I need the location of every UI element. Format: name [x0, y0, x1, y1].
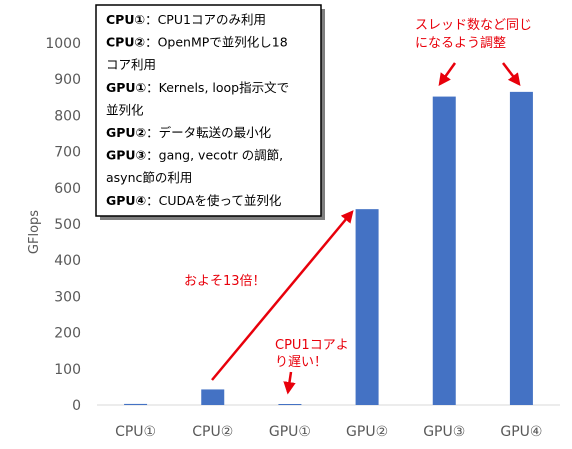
annotation-same-threads-arrow-left — [438, 62, 457, 87]
legend-text: ：CUDAを使って並列化 — [146, 193, 282, 208]
annotation-slower-arrow — [283, 371, 296, 395]
legend-text: ：gang, vecotr の調節, — [146, 148, 283, 163]
legend-line: CPU②：OpenMPで並列化し18 — [106, 35, 288, 50]
legend-line: コア利用 — [106, 57, 156, 72]
legend-box: CPU①：CPU1コアのみ利用CPU②：OpenMPで並列化し18コア利用GPU… — [95, 4, 325, 220]
legend-line: GPU①：Kernels, loop指示文で — [106, 80, 289, 95]
y-tick-label: 100 — [54, 362, 81, 378]
x-tick-label: GPU③ — [423, 424, 465, 440]
annotation-same-threads-arrow-right — [502, 62, 521, 86]
y-tick-label: 300 — [54, 289, 81, 305]
bar — [201, 389, 225, 405]
legend-lines: CPU①：CPU1コアのみ利用CPU②：OpenMPで並列化し18コア利用GPU… — [106, 12, 289, 208]
annotation-slower-line1: CPU1コアよ — [275, 338, 349, 353]
bar — [509, 91, 533, 406]
legend-line: 並列化 — [106, 102, 144, 117]
legend-text: async節の利用 — [106, 170, 192, 185]
legend-text: ：Kernels, loop指示文で — [146, 80, 289, 95]
bar — [355, 209, 379, 405]
x-tick-label: GPU④ — [500, 424, 542, 440]
y-axis-label: GFlops — [27, 210, 42, 254]
bar — [278, 404, 302, 405]
x-tick-label: CPU② — [192, 424, 233, 440]
legend-line: GPU②：データ転送の最小化 — [106, 125, 272, 140]
legend-line: GPU④：CUDAを使って並列化 — [106, 193, 282, 208]
annotation-same-threads-line1: スレッド数など同じ — [415, 18, 532, 33]
x-axis-ticks: CPU① CPU② GPU① GPU② GPU③ GPU④ — [115, 424, 542, 440]
legend-key: GPU① — [106, 80, 146, 95]
legend-key: GPU③ — [106, 148, 146, 163]
legend-text: ：OpenMPで並列化し18 — [145, 35, 288, 50]
x-tick-label: GPU② — [346, 424, 388, 440]
legend-key: GPU④ — [106, 193, 146, 208]
y-tick-label: 1000 — [45, 36, 81, 52]
y-tick-label: 0 — [72, 398, 81, 414]
x-tick-label: GPU① — [269, 424, 311, 440]
legend-text: ：CPU1コアのみ利用 — [145, 12, 266, 27]
annotation-speedup: およそ13倍！ — [184, 274, 266, 289]
legend-box-frame — [95, 4, 322, 217]
legend-line: async節の利用 — [106, 170, 192, 185]
legend-key: GPU② — [106, 125, 146, 140]
y-tick-label: 200 — [54, 326, 81, 342]
y-axis-ticks: 0 100 200 300 400 500 600 700 800 900 1000 — [45, 36, 81, 414]
annotation-speedup-arrow — [211, 210, 354, 381]
legend-line: GPU③：gang, vecotr の調節, — [106, 148, 283, 163]
x-tick-label: CPU① — [115, 424, 156, 440]
legend-text: ：データ転送の最小化 — [146, 125, 272, 140]
annotations: およそ13倍！ CPU1コアよ り遅い！ スレッド数など同じ になるよう調整 — [184, 18, 532, 395]
legend-key: CPU② — [106, 35, 145, 50]
bar — [124, 403, 148, 405]
annotation-same-threads-line2: になるよう調整 — [415, 36, 506, 51]
y-tick-label: 700 — [54, 145, 81, 161]
y-tick-label: 400 — [54, 253, 81, 269]
legend-line: CPU①：CPU1コアのみ利用 — [106, 12, 266, 27]
legend-text: 並列化 — [106, 102, 144, 117]
y-tick-label: 900 — [54, 72, 81, 88]
legend-text: コア利用 — [106, 57, 156, 72]
y-tick-label: 500 — [54, 217, 81, 233]
bar — [432, 96, 456, 406]
annotation-slower-line2: り遅い！ — [275, 355, 327, 370]
y-tick-label: 600 — [54, 181, 81, 197]
y-tick-label: 800 — [54, 108, 81, 124]
bar-series — [124, 91, 533, 406]
legend-key: CPU① — [106, 12, 145, 27]
